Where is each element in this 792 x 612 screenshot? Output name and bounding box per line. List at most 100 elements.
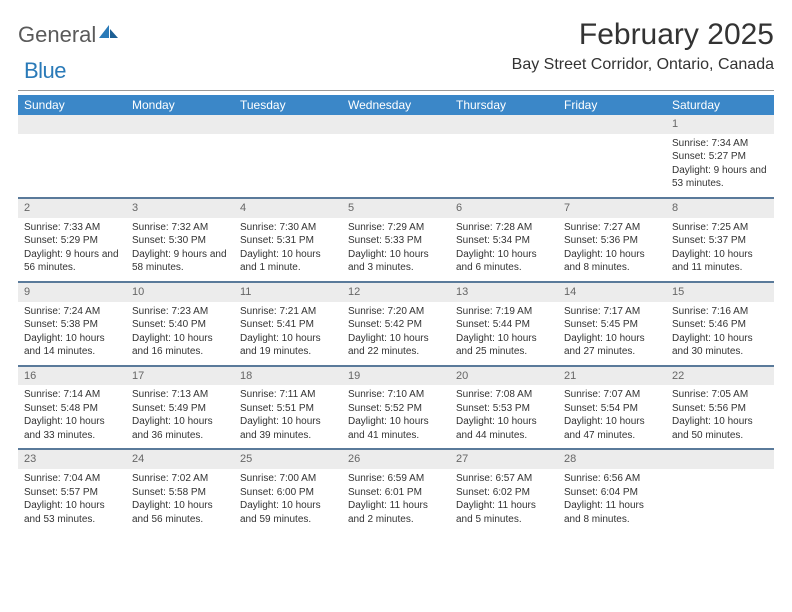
sunset-line: Sunset: 5:42 PM	[348, 318, 444, 332]
day-number	[558, 115, 666, 134]
sunrise-line: Sunrise: 7:29 AM	[348, 221, 444, 235]
day-cell	[666, 469, 774, 532]
daylight-line: Daylight: 10 hours and 25 minutes.	[456, 332, 552, 359]
sunrise-line: Sunrise: 7:08 AM	[456, 388, 552, 402]
sunset-line: Sunset: 5:49 PM	[132, 402, 228, 416]
daylight-line: Daylight: 10 hours and 27 minutes.	[564, 332, 660, 359]
sunset-line: Sunset: 5:38 PM	[24, 318, 120, 332]
sunset-line: Sunset: 5:54 PM	[564, 402, 660, 416]
sunrise-line: Sunrise: 7:21 AM	[240, 305, 336, 319]
daylight-line: Daylight: 9 hours and 56 minutes.	[24, 248, 120, 275]
day-number: 22	[666, 366, 774, 386]
day-cell: Sunrise: 7:34 AMSunset: 5:27 PMDaylight:…	[666, 134, 774, 198]
sunset-line: Sunset: 5:58 PM	[132, 486, 228, 500]
sunrise-line: Sunrise: 7:00 AM	[240, 472, 336, 486]
title-block: February 2025 Bay Street Corridor, Ontar…	[512, 18, 774, 74]
daylight-line: Daylight: 10 hours and 36 minutes.	[132, 415, 228, 442]
day-cell: Sunrise: 7:32 AMSunset: 5:30 PMDaylight:…	[126, 218, 234, 282]
sunset-line: Sunset: 6:04 PM	[564, 486, 660, 500]
day-cell: Sunrise: 7:33 AMSunset: 5:29 PMDaylight:…	[18, 218, 126, 282]
day-number: 26	[342, 449, 450, 469]
sunset-line: Sunset: 5:31 PM	[240, 234, 336, 248]
day-number	[666, 449, 774, 469]
day-cell: Sunrise: 6:59 AMSunset: 6:01 PMDaylight:…	[342, 469, 450, 532]
sunset-line: Sunset: 5:27 PM	[672, 150, 768, 164]
day-cell: Sunrise: 7:27 AMSunset: 5:36 PMDaylight:…	[558, 218, 666, 282]
day-number: 27	[450, 449, 558, 469]
day-cell: Sunrise: 7:21 AMSunset: 5:41 PMDaylight:…	[234, 302, 342, 366]
logo-sail-icon	[98, 23, 120, 46]
daylight-line: Daylight: 10 hours and 41 minutes.	[348, 415, 444, 442]
sunset-line: Sunset: 5:57 PM	[24, 486, 120, 500]
day-cell: Sunrise: 7:14 AMSunset: 5:48 PMDaylight:…	[18, 385, 126, 449]
day-info-row: Sunrise: 7:14 AMSunset: 5:48 PMDaylight:…	[18, 385, 774, 449]
daylight-line: Daylight: 10 hours and 22 minutes.	[348, 332, 444, 359]
sunset-line: Sunset: 5:45 PM	[564, 318, 660, 332]
daylight-line: Daylight: 11 hours and 5 minutes.	[456, 499, 552, 526]
sunrise-line: Sunrise: 7:25 AM	[672, 221, 768, 235]
sunset-line: Sunset: 5:33 PM	[348, 234, 444, 248]
day-cell: Sunrise: 7:11 AMSunset: 5:51 PMDaylight:…	[234, 385, 342, 449]
day-cell	[18, 134, 126, 198]
day-cell: Sunrise: 7:17 AMSunset: 5:45 PMDaylight:…	[558, 302, 666, 366]
day-number: 4	[234, 198, 342, 218]
day-info-row: Sunrise: 7:34 AMSunset: 5:27 PMDaylight:…	[18, 134, 774, 198]
sunset-line: Sunset: 6:01 PM	[348, 486, 444, 500]
day-info-row: Sunrise: 7:24 AMSunset: 5:38 PMDaylight:…	[18, 302, 774, 366]
day-number-row: 2345678	[18, 198, 774, 218]
sunset-line: Sunset: 5:56 PM	[672, 402, 768, 416]
daylight-line: Daylight: 10 hours and 6 minutes.	[456, 248, 552, 275]
weekday-header: Saturday	[666, 95, 774, 115]
day-number: 16	[18, 366, 126, 386]
day-number: 25	[234, 449, 342, 469]
day-cell	[450, 134, 558, 198]
daylight-line: Daylight: 9 hours and 53 minutes.	[672, 164, 768, 191]
sunrise-line: Sunrise: 7:07 AM	[564, 388, 660, 402]
day-number: 8	[666, 198, 774, 218]
day-cell: Sunrise: 7:28 AMSunset: 5:34 PMDaylight:…	[450, 218, 558, 282]
brand-word-2: Blue	[24, 58, 66, 84]
day-cell: Sunrise: 7:23 AMSunset: 5:40 PMDaylight:…	[126, 302, 234, 366]
weekday-header: Friday	[558, 95, 666, 115]
sunrise-line: Sunrise: 6:57 AM	[456, 472, 552, 486]
day-info-row: Sunrise: 7:04 AMSunset: 5:57 PMDaylight:…	[18, 469, 774, 532]
day-number-row: 16171819202122	[18, 366, 774, 386]
daylight-line: Daylight: 11 hours and 8 minutes.	[564, 499, 660, 526]
daylight-line: Daylight: 10 hours and 47 minutes.	[564, 415, 660, 442]
day-cell: Sunrise: 6:57 AMSunset: 6:02 PMDaylight:…	[450, 469, 558, 532]
day-number: 12	[342, 282, 450, 302]
sunrise-line: Sunrise: 7:17 AM	[564, 305, 660, 319]
sunrise-line: Sunrise: 7:05 AM	[672, 388, 768, 402]
day-cell: Sunrise: 7:08 AMSunset: 5:53 PMDaylight:…	[450, 385, 558, 449]
day-cell: Sunrise: 7:00 AMSunset: 6:00 PMDaylight:…	[234, 469, 342, 532]
day-number: 2	[18, 198, 126, 218]
day-number: 6	[450, 198, 558, 218]
day-cell: Sunrise: 6:56 AMSunset: 6:04 PMDaylight:…	[558, 469, 666, 532]
weekday-header-row: Sunday Monday Tuesday Wednesday Thursday…	[18, 95, 774, 115]
day-number-row: 9101112131415	[18, 282, 774, 302]
daylight-line: Daylight: 11 hours and 2 minutes.	[348, 499, 444, 526]
day-number-row: 1	[18, 115, 774, 134]
day-cell: Sunrise: 7:20 AMSunset: 5:42 PMDaylight:…	[342, 302, 450, 366]
daylight-line: Daylight: 10 hours and 14 minutes.	[24, 332, 120, 359]
header-rule	[18, 90, 774, 91]
sunrise-line: Sunrise: 7:24 AM	[24, 305, 120, 319]
day-cell: Sunrise: 7:30 AMSunset: 5:31 PMDaylight:…	[234, 218, 342, 282]
day-number: 24	[126, 449, 234, 469]
day-number	[450, 115, 558, 134]
day-number: 20	[450, 366, 558, 386]
sunrise-line: Sunrise: 7:20 AM	[348, 305, 444, 319]
day-cell: Sunrise: 7:19 AMSunset: 5:44 PMDaylight:…	[450, 302, 558, 366]
day-cell: Sunrise: 7:29 AMSunset: 5:33 PMDaylight:…	[342, 218, 450, 282]
day-number	[18, 115, 126, 134]
sunrise-line: Sunrise: 6:59 AM	[348, 472, 444, 486]
daylight-line: Daylight: 10 hours and 56 minutes.	[132, 499, 228, 526]
sunrise-line: Sunrise: 7:14 AM	[24, 388, 120, 402]
daylight-line: Daylight: 10 hours and 11 minutes.	[672, 248, 768, 275]
day-number: 11	[234, 282, 342, 302]
weekday-header: Sunday	[18, 95, 126, 115]
sunset-line: Sunset: 5:30 PM	[132, 234, 228, 248]
day-number: 17	[126, 366, 234, 386]
daylight-line: Daylight: 9 hours and 58 minutes.	[132, 248, 228, 275]
day-number: 23	[18, 449, 126, 469]
